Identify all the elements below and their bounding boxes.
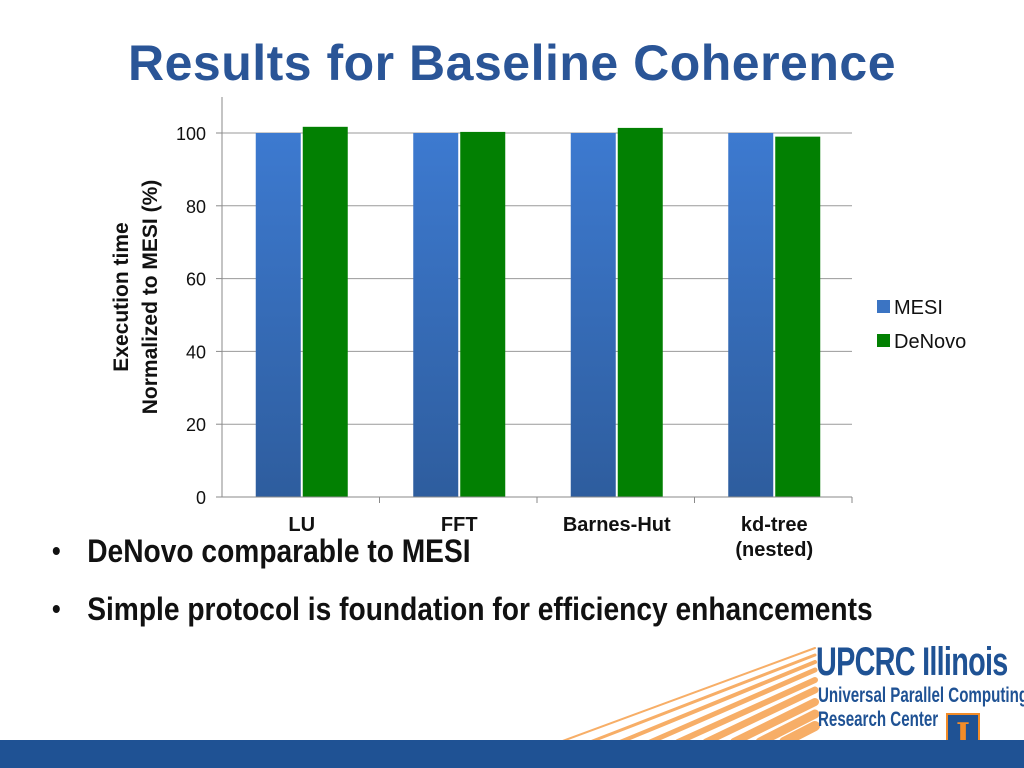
legend-swatch-denovo — [877, 334, 890, 347]
legend-label-mesi: MESI — [894, 297, 943, 319]
x-tick-label: FFT — [441, 514, 478, 536]
bar-denovo-3 — [775, 136, 821, 497]
y-tick-label: 100 — [176, 124, 206, 144]
slide-title: Results for Baseline Coherence — [127, 35, 897, 91]
logo-subtitle-line1: Universal Parallel Computing — [818, 684, 1024, 707]
bar-mesi-3 — [728, 133, 774, 497]
legend-label-denovo: DeNovo — [894, 331, 966, 353]
axes — [216, 97, 853, 503]
x-tick-labels: LU FFT Barnes-Hut kd-tree (nested) — [288, 514, 813, 561]
bullet-text: DeNovo comparable to MESI — [87, 533, 471, 569]
sunburst-rays-icon — [560, 647, 820, 742]
bullet-icon: • — [52, 593, 61, 624]
y-axis-label-line: Execution time — [110, 222, 133, 371]
bar-mesi-2 — [570, 133, 616, 497]
y-axis-label-line: Normalized to MESI (%) — [139, 180, 162, 415]
bar-mesi-1 — [413, 133, 459, 497]
y-tick-label: 20 — [186, 415, 206, 435]
legend: MESI DeNovo — [877, 297, 966, 353]
x-tick-label: LU — [288, 514, 315, 536]
y-tick-labels: 0 20 40 60 80 100 — [176, 124, 206, 508]
bar-mesi-0 — [255, 133, 301, 497]
logo-title: UPCRC Illinois — [816, 640, 1008, 684]
bullet-text: Simple protocol is foundation for effici… — [87, 591, 873, 627]
y-tick-label: 0 — [196, 488, 206, 508]
y-tick-label: 40 — [186, 342, 206, 362]
footer-bar — [0, 740, 1024, 768]
bar-chart: 0 20 40 60 80 100 LU FFT Barnes-Hut kd-tree (nest… — [110, 97, 966, 561]
x-tick-label: kd-tree — [741, 514, 808, 536]
y-tick-label: 80 — [186, 197, 206, 217]
bullet-list: • DeNovo comparable to MESI • Simple proto… — [52, 528, 985, 644]
bar-denovo-2 — [617, 127, 663, 498]
bullet-item: • DeNovo comparable to MESI — [52, 528, 873, 586]
bullet-icon: • — [52, 535, 61, 566]
y-tick-label: 60 — [186, 270, 206, 290]
y-axis-label: Execution time Normalized to MESI (%) — [110, 180, 162, 415]
bars — [255, 126, 821, 498]
bar-denovo-0 — [302, 126, 348, 497]
logo-subtitle-line2: Research Center — [818, 708, 939, 731]
x-tick-label: Barnes-Hut — [563, 514, 671, 536]
x-tick-label: (nested) — [735, 539, 813, 561]
legend-swatch-mesi — [877, 300, 890, 313]
bullet-item: • Simple protocol is foundation for effic… — [52, 586, 873, 644]
bar-denovo-1 — [460, 131, 506, 497]
